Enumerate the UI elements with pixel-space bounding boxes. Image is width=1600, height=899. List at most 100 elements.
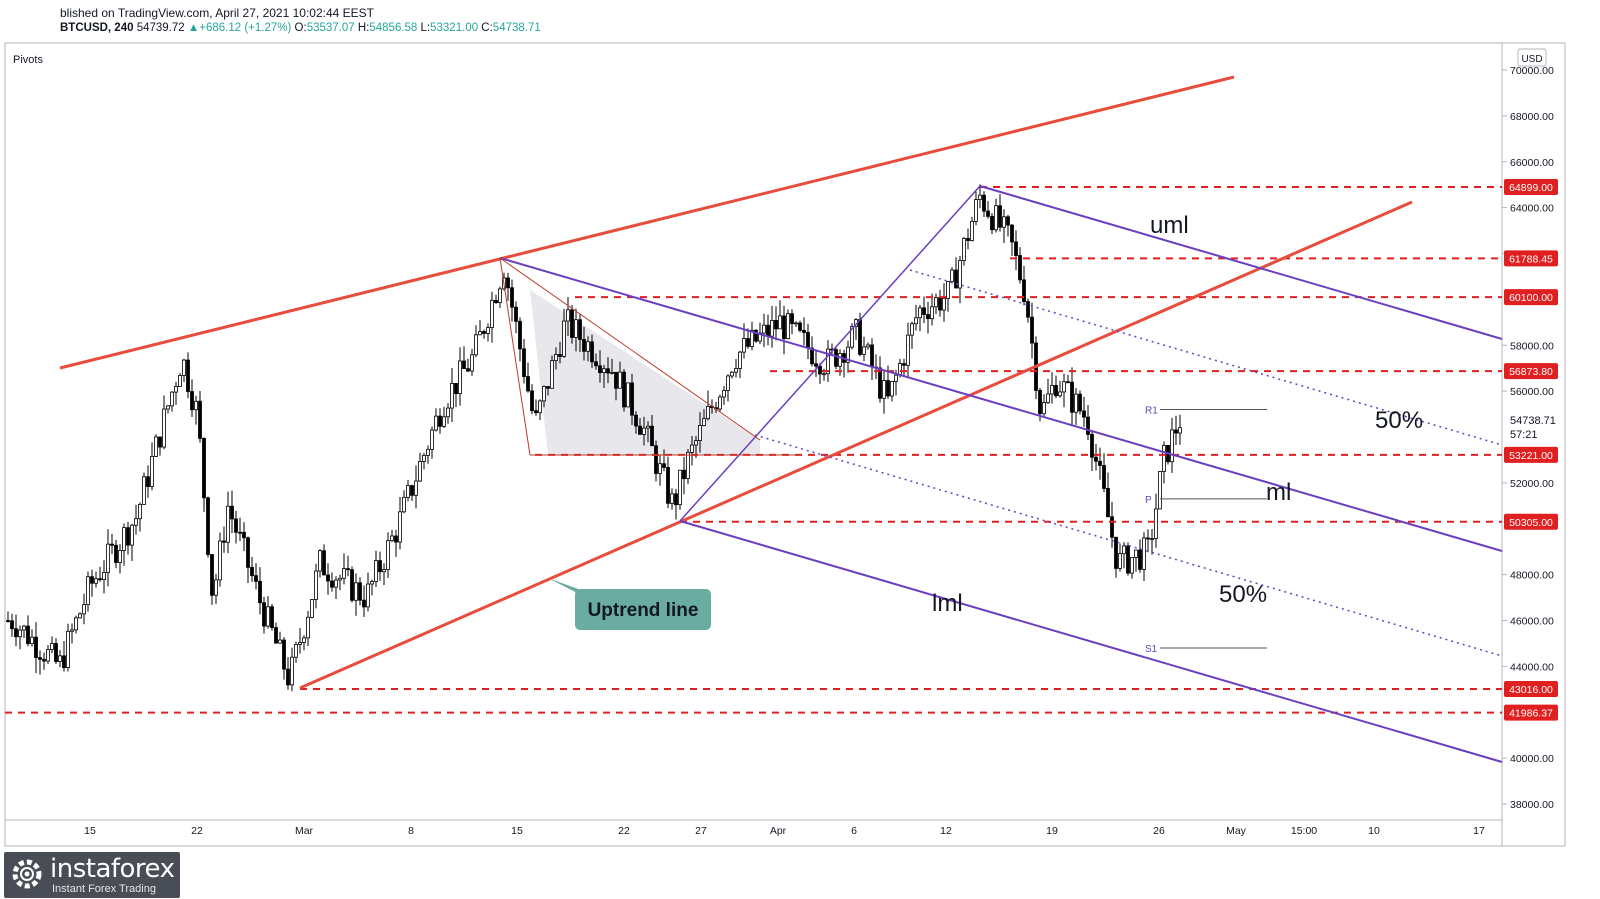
candle-down (358, 582, 362, 601)
currency-badge[interactable] (1517, 48, 1547, 67)
candle-down (782, 315, 786, 340)
candle-down (966, 238, 970, 241)
candle-down (814, 363, 818, 367)
candle-up (978, 194, 982, 200)
candle-down (190, 391, 194, 411)
candle-down (270, 606, 274, 628)
high-label: H: (357, 22, 370, 34)
candle-down (38, 657, 42, 660)
candle-up (490, 299, 494, 328)
candle-down (1106, 488, 1110, 518)
candle-up (730, 371, 734, 377)
candle-down (922, 307, 926, 315)
candle-up (142, 476, 146, 505)
candle-down (238, 531, 242, 534)
candle-down (250, 566, 254, 577)
candle-up (706, 406, 710, 420)
pitchfork-upper-line (979, 185, 1503, 340)
x-tick-label: 15 (511, 825, 523, 837)
candle-down (998, 205, 1002, 228)
candle-up (742, 338, 746, 353)
bar-countdown: 57:21 (1510, 429, 1538, 441)
candle-up (826, 348, 830, 375)
candle-down (90, 576, 94, 584)
candle-up (898, 363, 902, 376)
candle-up (1150, 538, 1154, 540)
candle-up (46, 649, 50, 662)
candle-up (310, 599, 314, 618)
candle-down (802, 329, 806, 333)
candle-down (114, 544, 118, 563)
candle-up (30, 636, 34, 645)
candle-down (230, 505, 234, 520)
candle-down (1098, 460, 1102, 466)
x-tick-label: 15:00 (1291, 825, 1317, 837)
candle-down (198, 400, 202, 439)
candle-down (494, 299, 498, 304)
candle-up (74, 617, 78, 631)
candle-down (1102, 465, 1106, 489)
candle-up (306, 616, 310, 639)
ohlc-legend: BTCUSD, 240 54739.72 ▲+686.12 (+1.27%) O… (60, 22, 541, 34)
candle-down (206, 497, 210, 555)
candle-up (734, 368, 738, 373)
candle-up (66, 630, 70, 669)
candle-down (878, 367, 882, 399)
price-badge-label: 41986.37 (1509, 708, 1553, 720)
candle-up (94, 578, 98, 584)
candle-up (402, 496, 406, 513)
y-tick-label: 40000.00 (1510, 753, 1554, 765)
y-tick-label: 70000.00 (1510, 65, 1554, 77)
instaforex-watermark: instaforex Instant Forex Trading (4, 852, 180, 898)
candle-down (10, 620, 14, 630)
candle-up (290, 656, 294, 686)
candle-down (1138, 549, 1142, 570)
published-info: blished on TradingView.com, April 27, 20… (60, 6, 374, 20)
y-tick-label: 44000.00 (1510, 661, 1554, 673)
candle-up (86, 576, 90, 606)
candle-up (1042, 402, 1046, 415)
candle-up (910, 323, 914, 336)
candle-down (818, 365, 822, 375)
candle-down (798, 322, 802, 331)
candle-down (810, 347, 814, 365)
candle-down (202, 438, 206, 499)
candle-down (982, 194, 986, 212)
candle-up (58, 655, 62, 662)
candle-up (866, 344, 870, 348)
candle-up (458, 360, 462, 394)
candle-up (422, 454, 426, 462)
last-price: 54739.72 (136, 22, 185, 34)
brand-name: instaforex (50, 854, 175, 884)
candle-down (330, 580, 334, 588)
candle-up (786, 313, 790, 340)
symbol-label[interactable]: BTCUSD, 240 (60, 22, 134, 34)
candle-down (362, 599, 366, 608)
candle-down (466, 368, 470, 372)
candle-down (546, 386, 550, 389)
candle-up (182, 359, 186, 376)
price-badges: 64899.00 61788.45 60100.00 56873.80 53221.00… (1504, 179, 1558, 721)
candle-down (578, 319, 582, 340)
y-tick-label: 58000.00 (1510, 340, 1554, 352)
x-tick-label: 19 (1046, 825, 1058, 837)
candle-up (178, 375, 182, 387)
candle-up (70, 629, 74, 632)
candle-up (562, 320, 566, 357)
candle-up (750, 329, 754, 347)
candle-up (1178, 427, 1182, 434)
price-badge (1504, 289, 1558, 306)
candle-down (526, 376, 530, 392)
candle-up (1050, 385, 1054, 395)
candle-up (134, 518, 138, 526)
candle-up (618, 371, 622, 389)
candle-up (794, 322, 798, 325)
close-value: 54738.71 (492, 22, 541, 34)
price-badge (1504, 680, 1558, 697)
candle-down (806, 332, 810, 349)
candle-up (1134, 549, 1138, 558)
candle-up (418, 461, 422, 482)
candle-up (890, 381, 894, 397)
candle-down (1066, 381, 1070, 384)
